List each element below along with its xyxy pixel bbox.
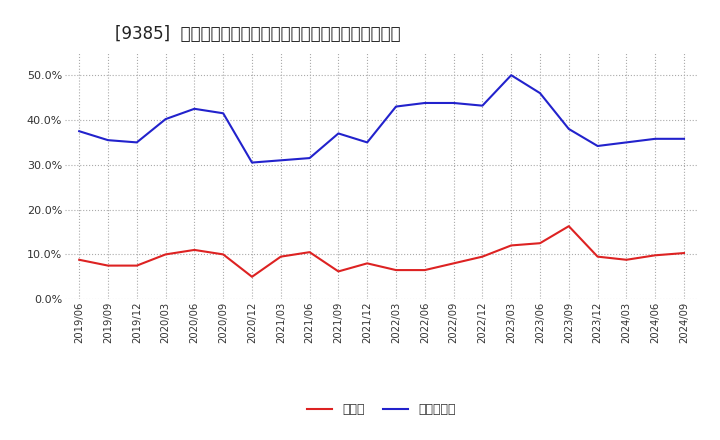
有利子負債 — [651, 136, 660, 141]
有利子負債 — [392, 104, 400, 109]
現預金 — [680, 250, 688, 256]
現預金 — [161, 252, 170, 257]
有利子負債 — [363, 140, 372, 145]
現預金 — [651, 253, 660, 258]
現預金 — [75, 257, 84, 262]
有利子負債 — [276, 158, 285, 163]
現預金 — [190, 247, 199, 253]
現預金 — [305, 249, 314, 255]
有利子負債 — [449, 100, 458, 106]
有利子負債 — [104, 138, 112, 143]
現預金 — [622, 257, 631, 262]
現預金 — [219, 252, 228, 257]
Legend: 現預金, 有利子負債: 現預金, 有利子負債 — [302, 398, 461, 421]
有利子負債 — [219, 110, 228, 116]
現預金 — [593, 254, 602, 259]
有利子負債 — [305, 155, 314, 161]
有利子負債 — [478, 103, 487, 108]
現預金 — [564, 224, 573, 229]
現預金 — [420, 268, 429, 273]
現預金 — [478, 254, 487, 259]
Line: 現預金: 現預金 — [79, 226, 684, 277]
Text: [9385]  現預金、有利子負債の総資産に対する比率の推移: [9385] 現預金、有利子負債の総資産に対する比率の推移 — [115, 25, 401, 43]
現預金 — [104, 263, 112, 268]
有利子負債 — [190, 106, 199, 111]
現預金 — [334, 269, 343, 274]
現預金 — [392, 268, 400, 273]
現預金 — [507, 243, 516, 248]
有利子負債 — [161, 117, 170, 122]
有利子負債 — [132, 140, 141, 145]
有利子負債 — [248, 160, 256, 165]
有利子負債 — [564, 126, 573, 132]
現預金 — [536, 241, 544, 246]
現預金 — [363, 261, 372, 266]
有利子負債 — [536, 91, 544, 96]
Line: 有利子負債: 有利子負債 — [79, 75, 684, 162]
有利子負債 — [75, 128, 84, 134]
有利子負債 — [622, 140, 631, 145]
有利子負債 — [507, 73, 516, 78]
有利子負債 — [593, 143, 602, 149]
有利子負債 — [334, 131, 343, 136]
現預金 — [248, 274, 256, 279]
現預金 — [276, 254, 285, 259]
有利子負債 — [680, 136, 688, 141]
有利子負債 — [420, 100, 429, 106]
現預金 — [132, 263, 141, 268]
現預金 — [449, 261, 458, 266]
